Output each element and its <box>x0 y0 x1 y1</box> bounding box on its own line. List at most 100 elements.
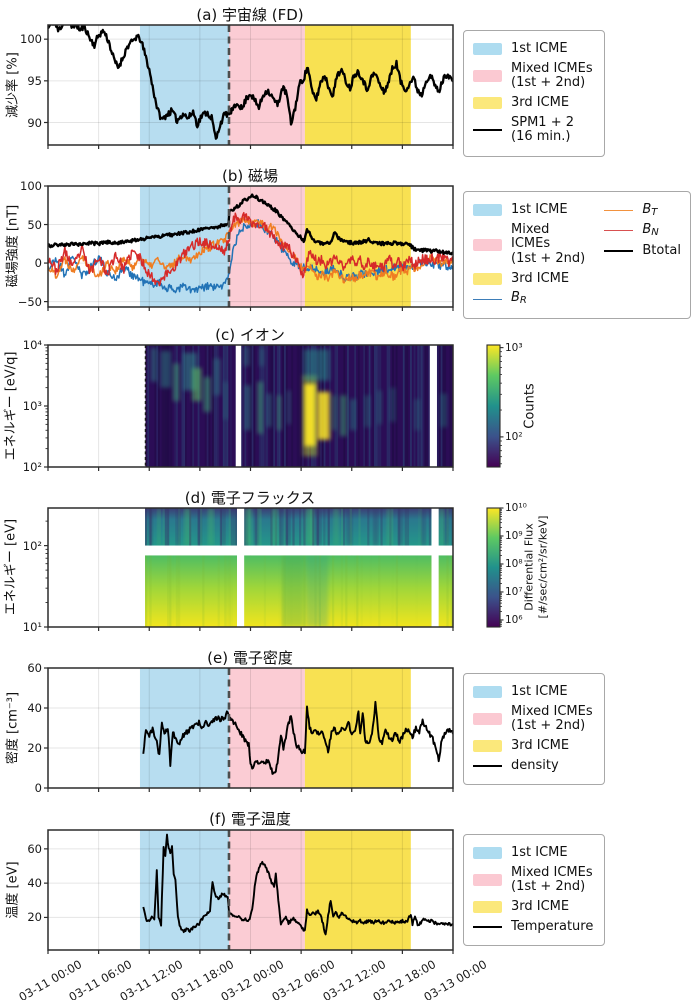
legend-label: BN <box>642 222 659 239</box>
legend-label: 3rd ICME <box>511 738 570 754</box>
legend-item: BT <box>604 202 681 218</box>
legend-item: 1st ICME <box>473 845 595 861</box>
panel-e-title: (e) 電子密度 <box>207 649 293 667</box>
legend-swatch-line <box>473 926 502 929</box>
y-tick-label: 40 <box>27 701 42 715</box>
y-tick-label: 20 <box>27 741 42 755</box>
legend-item: 1st ICME <box>473 41 595 57</box>
legend-item: 1st ICME <box>473 684 595 700</box>
legend-label: 1st ICME <box>511 41 568 56</box>
series-Btotal <box>48 193 453 256</box>
legend-label: 1st ICME <box>511 202 568 217</box>
panel-a-plot <box>44 24 454 149</box>
legend-item: Mixed ICMEs (1st + 2nd) <box>473 221 590 267</box>
y-tick-label: 50 <box>27 217 42 232</box>
legend-swatch-patch <box>473 713 502 726</box>
legend-item: Temperature <box>473 918 595 935</box>
electron-colorbar-label-line2: [#/sec/cm²/sr/keV] <box>536 515 549 619</box>
legend-swatch-line <box>473 129 502 132</box>
colorbar-tick-label: 10⁹ <box>505 529 523 542</box>
legend-label: 3rd ICME <box>511 95 570 111</box>
legend-label: 3rd ICME <box>511 270 570 286</box>
legend-label: Mixed ICMEs (1st + 2nd) <box>511 221 586 267</box>
legend-swatch-line <box>473 765 502 768</box>
panel-d-ylabel: エネルギー [eV] <box>3 518 19 616</box>
colorbar-tick-label: 10⁷ <box>505 585 523 598</box>
legend-item: SPM1 + 2 (16 min.) <box>473 114 595 145</box>
legend-label: Mixed ICMEs (1st + 2nd) <box>511 864 593 895</box>
legend-panel-f: 1st ICME Mixed ICMEs (1st + 2nd) 3rd ICME Te… <box>463 834 605 947</box>
panel-d-title: (d) 電子フラックス <box>184 489 316 507</box>
electron-colorbar <box>486 507 504 628</box>
y-tick-label: 100 <box>20 32 42 47</box>
legend-label: 3rd ICME <box>511 899 570 915</box>
legend-item: 3rd ICME <box>473 899 595 915</box>
legend-swatch-patch <box>473 204 502 217</box>
legend-swatch-patch <box>473 70 502 83</box>
legend-swatch-line <box>604 230 634 232</box>
legend-label: Btotal <box>642 242 681 258</box>
y-tick-label: 100 <box>20 179 42 193</box>
legend-swatch-line <box>604 210 634 212</box>
panel-e-plot <box>44 667 454 792</box>
legend-label: 1st ICME <box>511 684 568 699</box>
legend-item: Mixed ICMEs (1st + 2nd) <box>473 864 595 895</box>
legend-label: Mixed ICMEs (1st + 2nd) <box>511 703 593 734</box>
y-tick-label: 10² <box>22 538 42 553</box>
panel-f-title: (f) 電子温度 <box>209 810 291 828</box>
legend-swatch-patch <box>473 43 502 56</box>
y-tick-label: 60 <box>27 841 42 856</box>
y-tick-label: 0 <box>34 781 42 795</box>
ion-colorbar-label: Counts <box>522 383 538 429</box>
y-tick-label: 60 <box>27 661 42 675</box>
legend-swatch-patch <box>473 901 502 914</box>
legend-label: SPM1 + 2 (16 min.) <box>511 114 575 145</box>
legend-swatch-patch <box>473 238 502 251</box>
y-tick-label: 10³ <box>22 399 42 413</box>
panel-d-plot <box>44 507 454 631</box>
legend-swatch-line <box>604 249 634 252</box>
legend-item: 1st ICME <box>473 202 590 218</box>
series-B_N <box>48 211 453 287</box>
electron-colorbar-label: Differential Flux [#/sec/cm²/sr/keV] <box>522 516 550 619</box>
legend-label: Temperature <box>511 918 594 934</box>
y-tick-label: 10² <box>22 460 42 474</box>
ion-colorbar <box>486 344 504 468</box>
legend-swatch-patch <box>473 97 502 110</box>
legend-swatch-patch <box>473 686 502 699</box>
y-tick-label: −50 <box>17 294 42 309</box>
legend-panel-b: 1st ICME Mixed ICMEs (1st + 2nd) 3rd ICME BR… <box>463 191 691 319</box>
legend-item: Mixed ICMEs (1st + 2nd) <box>473 60 595 91</box>
legend-item: 3rd ICME <box>473 738 595 754</box>
legend-label: Mixed ICMEs (1st + 2nd) <box>511 60 593 91</box>
panel-a-title: (a) 宇宙線 (FD) <box>196 6 304 24</box>
legend-item: density <box>473 757 595 774</box>
legend-panel-e: 1st ICME Mixed ICMEs (1st + 2nd) 3rd ICME de… <box>463 673 605 786</box>
colorbar-tick-label: 10⁶ <box>505 613 523 626</box>
legend-item: Mixed ICMEs (1st + 2nd) <box>473 703 595 734</box>
legend-swatch-patch <box>473 273 502 286</box>
panel-c-title: (c) イオン <box>215 326 285 344</box>
legend-item: Btotal <box>604 242 681 259</box>
colorbar-tick-label: 10³ <box>505 341 523 354</box>
legend-columns: 1st ICME Mixed ICMEs (1st + 2nd) 3rd ICME BR… <box>473 198 681 312</box>
legend-swatch-patch <box>473 847 502 860</box>
series-density <box>142 700 453 775</box>
panel-c-plot <box>44 344 454 471</box>
legend-item: 3rd ICME <box>473 270 590 287</box>
legend-swatch-line <box>473 298 502 300</box>
y-tick-label: 0 <box>34 256 42 271</box>
legend-item: 3rd ICME <box>473 95 595 111</box>
legend-label: BT <box>642 202 658 218</box>
legend-label: density <box>511 757 559 773</box>
series-Temperature <box>142 833 453 936</box>
legend-column-1: 1st ICME Mixed ICMEs (1st + 2nd) 3rd ICME BR <box>473 198 590 312</box>
panel-b-plot <box>44 185 454 311</box>
y-tick-label: 10⁴ <box>22 338 42 352</box>
panel-b-title: (b) 磁場 <box>222 167 278 185</box>
colorbar-tick-label: 10² <box>505 430 523 443</box>
y-tick-label: 90 <box>27 115 42 130</box>
panel-f-plot <box>44 829 454 954</box>
